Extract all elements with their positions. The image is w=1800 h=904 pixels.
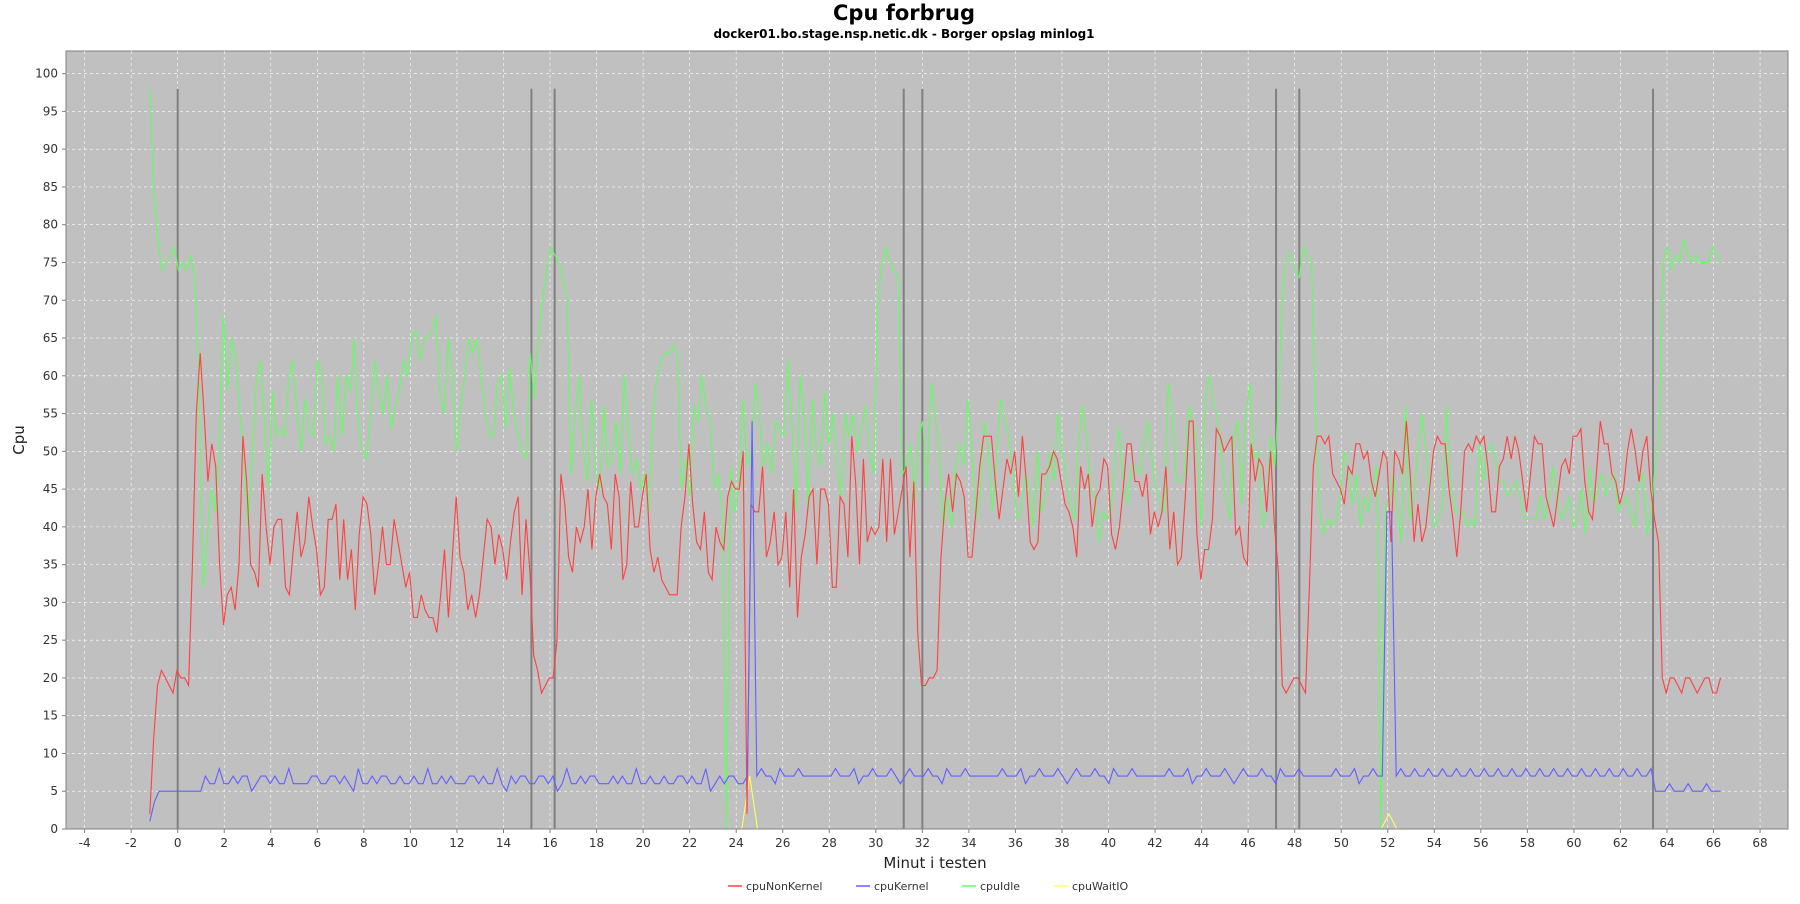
- x-tick-label: 26: [775, 836, 790, 850]
- y-tick-label: 40: [43, 520, 58, 534]
- y-tick-label: 50: [43, 444, 58, 458]
- y-tick-label: 15: [43, 709, 58, 723]
- y-tick-label: 65: [43, 331, 58, 345]
- x-tick-label: 46: [1240, 836, 1255, 850]
- x-tick-label: 8: [360, 836, 368, 850]
- x-tick-label: 24: [729, 836, 744, 850]
- x-tick-label: 50: [1334, 836, 1349, 850]
- chart-subtitle: docker01.bo.stage.nsp.netic.dk - Borger …: [713, 27, 1094, 41]
- y-tick-label: 25: [43, 633, 58, 647]
- y-tick-label: 100: [35, 67, 58, 81]
- y-tick-label: 60: [43, 369, 58, 383]
- y-tick-label: 75: [43, 255, 58, 269]
- series-line-cpuKernel: [149, 421, 1721, 822]
- x-tick-label: 2: [220, 836, 228, 850]
- x-tick-label: 16: [542, 836, 557, 850]
- x-tick-label: 66: [1706, 836, 1721, 850]
- x-tick-label: 54: [1427, 836, 1442, 850]
- x-tick-label: 38: [1054, 836, 1069, 850]
- plot-area: 0510152025303540455055606570758085909510…: [35, 50, 1789, 850]
- x-axis-title: Minut i testen: [883, 854, 986, 872]
- x-tick-label: 6: [313, 836, 321, 850]
- x-tick-label: 60: [1566, 836, 1581, 850]
- x-tick-label: 68: [1752, 836, 1767, 850]
- y-tick-label: 95: [43, 104, 58, 118]
- plot-background: [65, 50, 1789, 830]
- y-tick-label: 20: [43, 671, 58, 685]
- legend-label-cpuWaitIO: cpuWaitIO: [1072, 880, 1129, 893]
- x-tick-label: 28: [822, 836, 837, 850]
- y-tick-label: 55: [43, 407, 58, 421]
- x-tick-label: 20: [635, 836, 650, 850]
- x-tick-label: -2: [125, 836, 137, 850]
- x-tick-label: 40: [1101, 836, 1116, 850]
- y-axis-title: Cpu: [10, 425, 28, 455]
- x-tick-label: 58: [1520, 836, 1535, 850]
- y-tick-label: 35: [43, 558, 58, 572]
- legend-label-cpuKernel: cpuKernel: [874, 880, 929, 893]
- x-tick-label: 42: [1147, 836, 1162, 850]
- x-tick-label: 62: [1613, 836, 1628, 850]
- y-tick-label: 0: [50, 822, 58, 836]
- chart-title: Cpu forbrug: [833, 1, 975, 25]
- x-tick-label: 4: [267, 836, 275, 850]
- x-tick-label: 52: [1380, 836, 1395, 850]
- x-tick-label: 30: [868, 836, 883, 850]
- x-tick-label: -4: [79, 836, 91, 850]
- x-tick-label: 10: [403, 836, 418, 850]
- y-tick-label: 5: [50, 784, 58, 798]
- y-tick-label: 80: [43, 218, 58, 232]
- x-tick-label: 34: [961, 836, 976, 850]
- legend-label-cpuIdle: cpuIdle: [980, 880, 1020, 893]
- x-tick-label: 48: [1287, 836, 1302, 850]
- series-line-cpuNonKernel: [149, 353, 1722, 814]
- x-tick-label: 44: [1194, 836, 1209, 850]
- series-line-cpuIdle: [149, 88, 1721, 830]
- y-tick-label: 10: [43, 746, 58, 760]
- x-tick-label: 12: [449, 836, 464, 850]
- x-tick-label: 32: [915, 836, 930, 850]
- x-tick-label: 22: [682, 836, 697, 850]
- y-tick-label: 70: [43, 293, 58, 307]
- y-tick-label: 85: [43, 180, 58, 194]
- y-tick-label: 90: [43, 142, 58, 156]
- y-tick-label: 30: [43, 595, 58, 609]
- legend: cpuNonKernel cpuKernel cpuIdle cpuWaitIO: [728, 880, 1129, 893]
- legend-label-cpuNonKernel: cpuNonKernel: [746, 880, 823, 893]
- x-tick-label: 14: [496, 836, 511, 850]
- x-tick-label: 56: [1473, 836, 1488, 850]
- y-tick-label: 45: [43, 482, 58, 496]
- x-tick-label: 64: [1659, 836, 1674, 850]
- x-tick-label: 36: [1008, 836, 1023, 850]
- x-tick-label: 0: [174, 836, 182, 850]
- x-tick-label: 18: [589, 836, 604, 850]
